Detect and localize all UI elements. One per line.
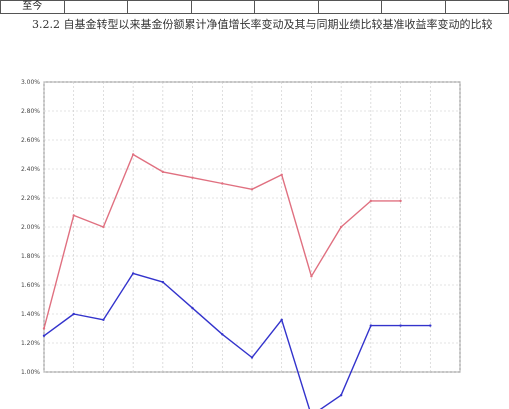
data-point	[429, 324, 432, 327]
y-tick-label: 1.00%	[21, 369, 40, 376]
data-point	[369, 324, 373, 327]
data-point	[221, 333, 224, 336]
data-point	[42, 334, 46, 337]
y-tick-label: 2.80%	[21, 108, 40, 115]
top-table: 至今	[0, 0, 509, 14]
data-point	[191, 176, 194, 179]
y-tick-label: 3.00%	[21, 79, 40, 86]
top-table-cell: 至今	[0, 0, 65, 14]
data-point	[250, 356, 254, 359]
y-tick-label: 2.60%	[21, 137, 40, 144]
y-tick-label: 1.80%	[21, 253, 40, 260]
series-line	[43, 272, 431, 409]
y-tick-label: 2.00%	[21, 224, 40, 231]
data-point	[42, 327, 46, 330]
y-tick-label: 2.20%	[21, 195, 40, 202]
data-point	[339, 394, 343, 397]
data-point	[161, 170, 165, 174]
data-point	[102, 225, 105, 229]
data-point	[191, 307, 194, 310]
data-point	[399, 324, 402, 327]
data-point	[339, 225, 343, 229]
data-point	[369, 199, 373, 203]
data-point	[72, 312, 75, 316]
y-tick-label: 1.60%	[21, 282, 40, 289]
data-point	[72, 214, 75, 217]
y-tick-label: 1.20%	[21, 340, 40, 347]
data-point	[399, 199, 402, 203]
data-point	[131, 153, 135, 156]
data-point	[131, 272, 135, 275]
y-tick-label: 1.40%	[21, 311, 40, 318]
data-point	[250, 188, 254, 191]
section-heading: 3.2.2 自基金转型以来基金份额累计净值增长率变动及其与同期业绩比较基准收益率…	[32, 18, 493, 31]
y-tick-label: 2.40%	[21, 166, 40, 173]
top-table-cell	[444, 0, 509, 14]
data-point	[280, 173, 283, 176]
data-point	[221, 182, 224, 185]
data-point	[161, 280, 165, 284]
data-point	[102, 318, 105, 321]
data-point	[280, 318, 283, 321]
data-point	[310, 275, 313, 278]
